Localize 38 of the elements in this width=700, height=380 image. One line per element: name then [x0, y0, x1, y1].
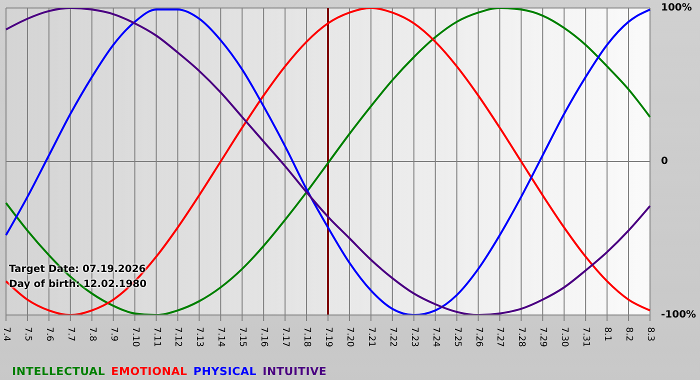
x-tick-label: 7.20 [344, 327, 354, 348]
x-tick-label: 7.9 [108, 327, 118, 342]
x-tick-label: 7.14 [216, 327, 226, 348]
x-tick-label: 7.4 [1, 327, 11, 342]
x-tick-label: 7.30 [559, 327, 570, 348]
x-tick-label: 7.22 [387, 327, 398, 348]
x-tick-label: 7.12 [172, 327, 183, 348]
x-tick-label: 7.10 [130, 327, 140, 348]
text: INTUITIVE [262, 365, 327, 378]
x-tick-label: 7.21 [366, 327, 376, 348]
y-tick-label: 0 [661, 156, 668, 167]
x-tick-label: 8.1 [602, 327, 612, 342]
x-tick-label: 8.3 [645, 327, 655, 342]
x-tick-label: 7.8 [86, 327, 97, 342]
x-tick-label: 7.13 [194, 327, 204, 348]
text: PHYSICAL [193, 365, 257, 378]
x-tick-label: 7.5 [22, 327, 32, 342]
x-tick-label: 7.19 [323, 327, 333, 348]
x-tick-label: 7.15 [237, 327, 248, 348]
text: EMOTIONAL [111, 365, 188, 378]
x-tick-label: 8.2 [624, 327, 634, 342]
x-tick-label: 7.23 [408, 327, 419, 348]
x-tick-label: 7.11 [151, 327, 162, 348]
x-tick-label: 7.26 [473, 327, 484, 348]
x-tick-label: 7.16 [258, 327, 269, 348]
x-tick-label: 7.25 [452, 327, 462, 348]
x-tick-label: 7.7 [65, 327, 76, 342]
text: INTELLECTUAL [12, 365, 106, 378]
x-tick-label: 7.29 [538, 327, 548, 348]
y-tick-label: -100% [661, 310, 696, 320]
x-tick-label: 7.28 [516, 327, 526, 348]
x-tick-label: 7.17 [280, 327, 290, 348]
x-tick-label: 7.6 [44, 327, 54, 342]
x-tick-label: 7.18 [302, 327, 312, 348]
y-tick-label: 100% [661, 2, 692, 14]
x-tick-label: 7.27 [494, 327, 505, 348]
x-tick-label: 7.24 [430, 327, 440, 348]
x-tick-label: 7.31 [580, 327, 591, 348]
